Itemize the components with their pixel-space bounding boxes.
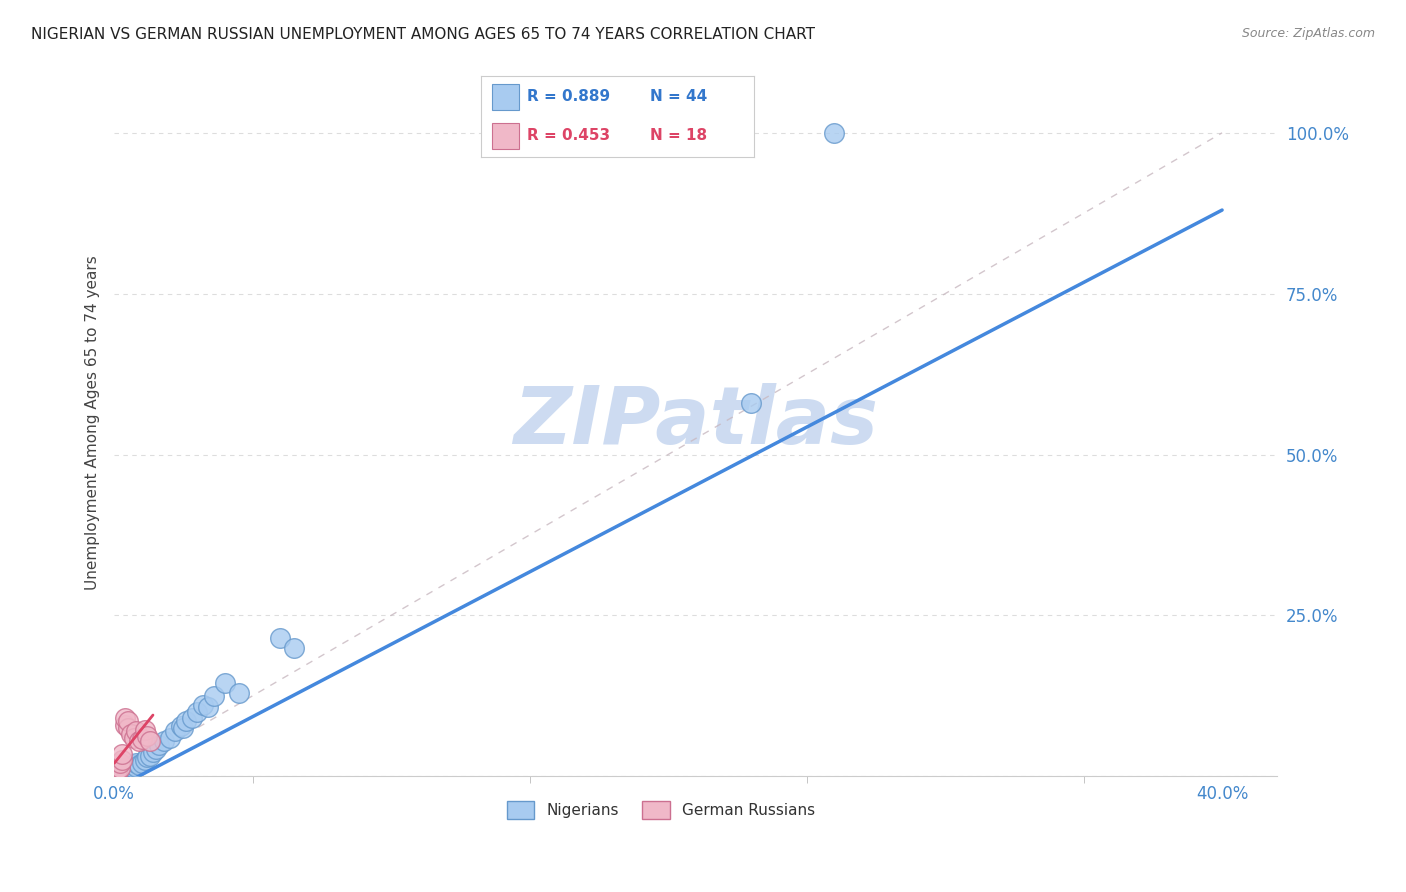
Text: Source: ZipAtlas.com: Source: ZipAtlas.com [1241, 27, 1375, 40]
Point [186, 705, 208, 719]
Point [114, 717, 136, 731]
Text: NIGERIAN VS GERMAN RUSSIAN UNEMPLOYMENT AMONG AGES 65 TO 74 YEARS CORRELATION CH: NIGERIAN VS GERMAN RUSSIAN UNEMPLOYMENT … [31, 27, 815, 42]
Point [108, 763, 131, 777]
Point [159, 731, 181, 745]
Point [172, 721, 194, 735]
Point [148, 739, 170, 753]
Point [117, 763, 139, 777]
Point [105, 763, 128, 777]
Point [122, 731, 145, 745]
Point [111, 753, 134, 767]
Y-axis label: Unemployment Among Ages 65 to 74 years: Unemployment Among Ages 65 to 74 years [86, 255, 100, 590]
Point [125, 759, 148, 773]
Point [114, 764, 136, 778]
Point [111, 747, 134, 761]
Point [197, 699, 219, 714]
Point [120, 727, 142, 741]
Point [117, 759, 139, 773]
Point [105, 767, 128, 781]
Point [134, 753, 156, 767]
Point [125, 756, 148, 771]
Point [145, 742, 167, 756]
Point [108, 756, 131, 771]
Point [136, 750, 159, 764]
Point [191, 698, 214, 713]
Point [153, 733, 176, 747]
Point [105, 766, 128, 780]
Point [139, 733, 162, 747]
Point [111, 764, 134, 778]
Point [142, 745, 165, 759]
Point [228, 685, 250, 699]
Point [128, 757, 150, 772]
Point [117, 721, 139, 735]
Point [202, 689, 225, 703]
Point [823, 126, 845, 140]
Point [111, 761, 134, 775]
Point [283, 640, 305, 655]
Point [111, 766, 134, 780]
Point [122, 757, 145, 772]
Point [120, 763, 142, 777]
Point [740, 396, 762, 410]
Text: ZIPatlas: ZIPatlas [513, 384, 879, 461]
Point [122, 761, 145, 775]
Point [136, 729, 159, 743]
Point [120, 759, 142, 773]
Point [114, 761, 136, 775]
Point [174, 714, 197, 729]
Point [105, 766, 128, 780]
Point [214, 676, 236, 690]
Point [165, 724, 187, 739]
Point [125, 724, 148, 739]
Point [131, 731, 153, 746]
Point [134, 723, 156, 737]
Point [117, 766, 139, 780]
Legend: Nigerians, German Russians: Nigerians, German Russians [501, 796, 821, 825]
Point [131, 756, 153, 771]
Point [139, 748, 162, 763]
Point [180, 711, 202, 725]
Point [269, 631, 291, 645]
Point [117, 714, 139, 729]
Point [108, 766, 131, 780]
Point [128, 733, 150, 747]
Point [114, 711, 136, 725]
Point [108, 761, 131, 775]
Point [108, 764, 131, 778]
Point [169, 719, 191, 733]
